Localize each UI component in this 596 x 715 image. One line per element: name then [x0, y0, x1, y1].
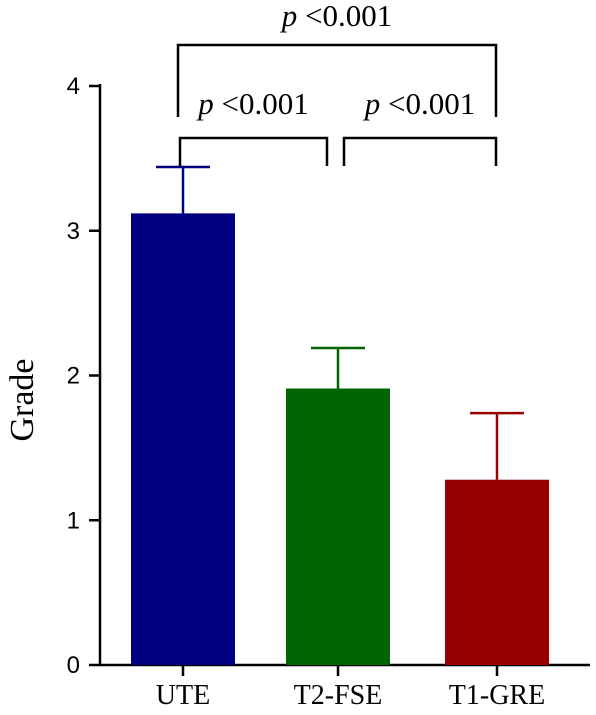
significance-bracket	[342, 136, 498, 166]
y-tick-label: 0	[67, 652, 80, 679]
p-symbol: p	[363, 86, 381, 121]
y-tick-label: 3	[67, 218, 80, 245]
x-tick-label: UTE	[156, 680, 210, 711]
y-tick-label: 4	[67, 73, 80, 100]
significance-label: p <0.001	[280, 0, 392, 33]
p-symbol: p	[196, 86, 214, 121]
p-value: <0.001	[297, 0, 392, 33]
y-tick-label: 2	[67, 363, 80, 390]
y-axis-label: Grade	[4, 358, 41, 441]
bar	[445, 479, 549, 665]
x-tick-label: T2-FSE	[294, 680, 383, 711]
p-value: <0.001	[214, 86, 309, 121]
significance-bracket	[176, 43, 498, 117]
x-tick-label: T1-GRE	[449, 680, 545, 711]
significance-bracket	[178, 136, 329, 166]
significance-label: p <0.001	[196, 86, 308, 121]
p-value: <0.001	[380, 86, 475, 121]
bar	[286, 388, 390, 665]
significance-label: p <0.001	[363, 86, 475, 121]
y-tick-label: 1	[67, 507, 80, 534]
bar	[131, 213, 235, 665]
p-symbol: p	[280, 0, 298, 33]
